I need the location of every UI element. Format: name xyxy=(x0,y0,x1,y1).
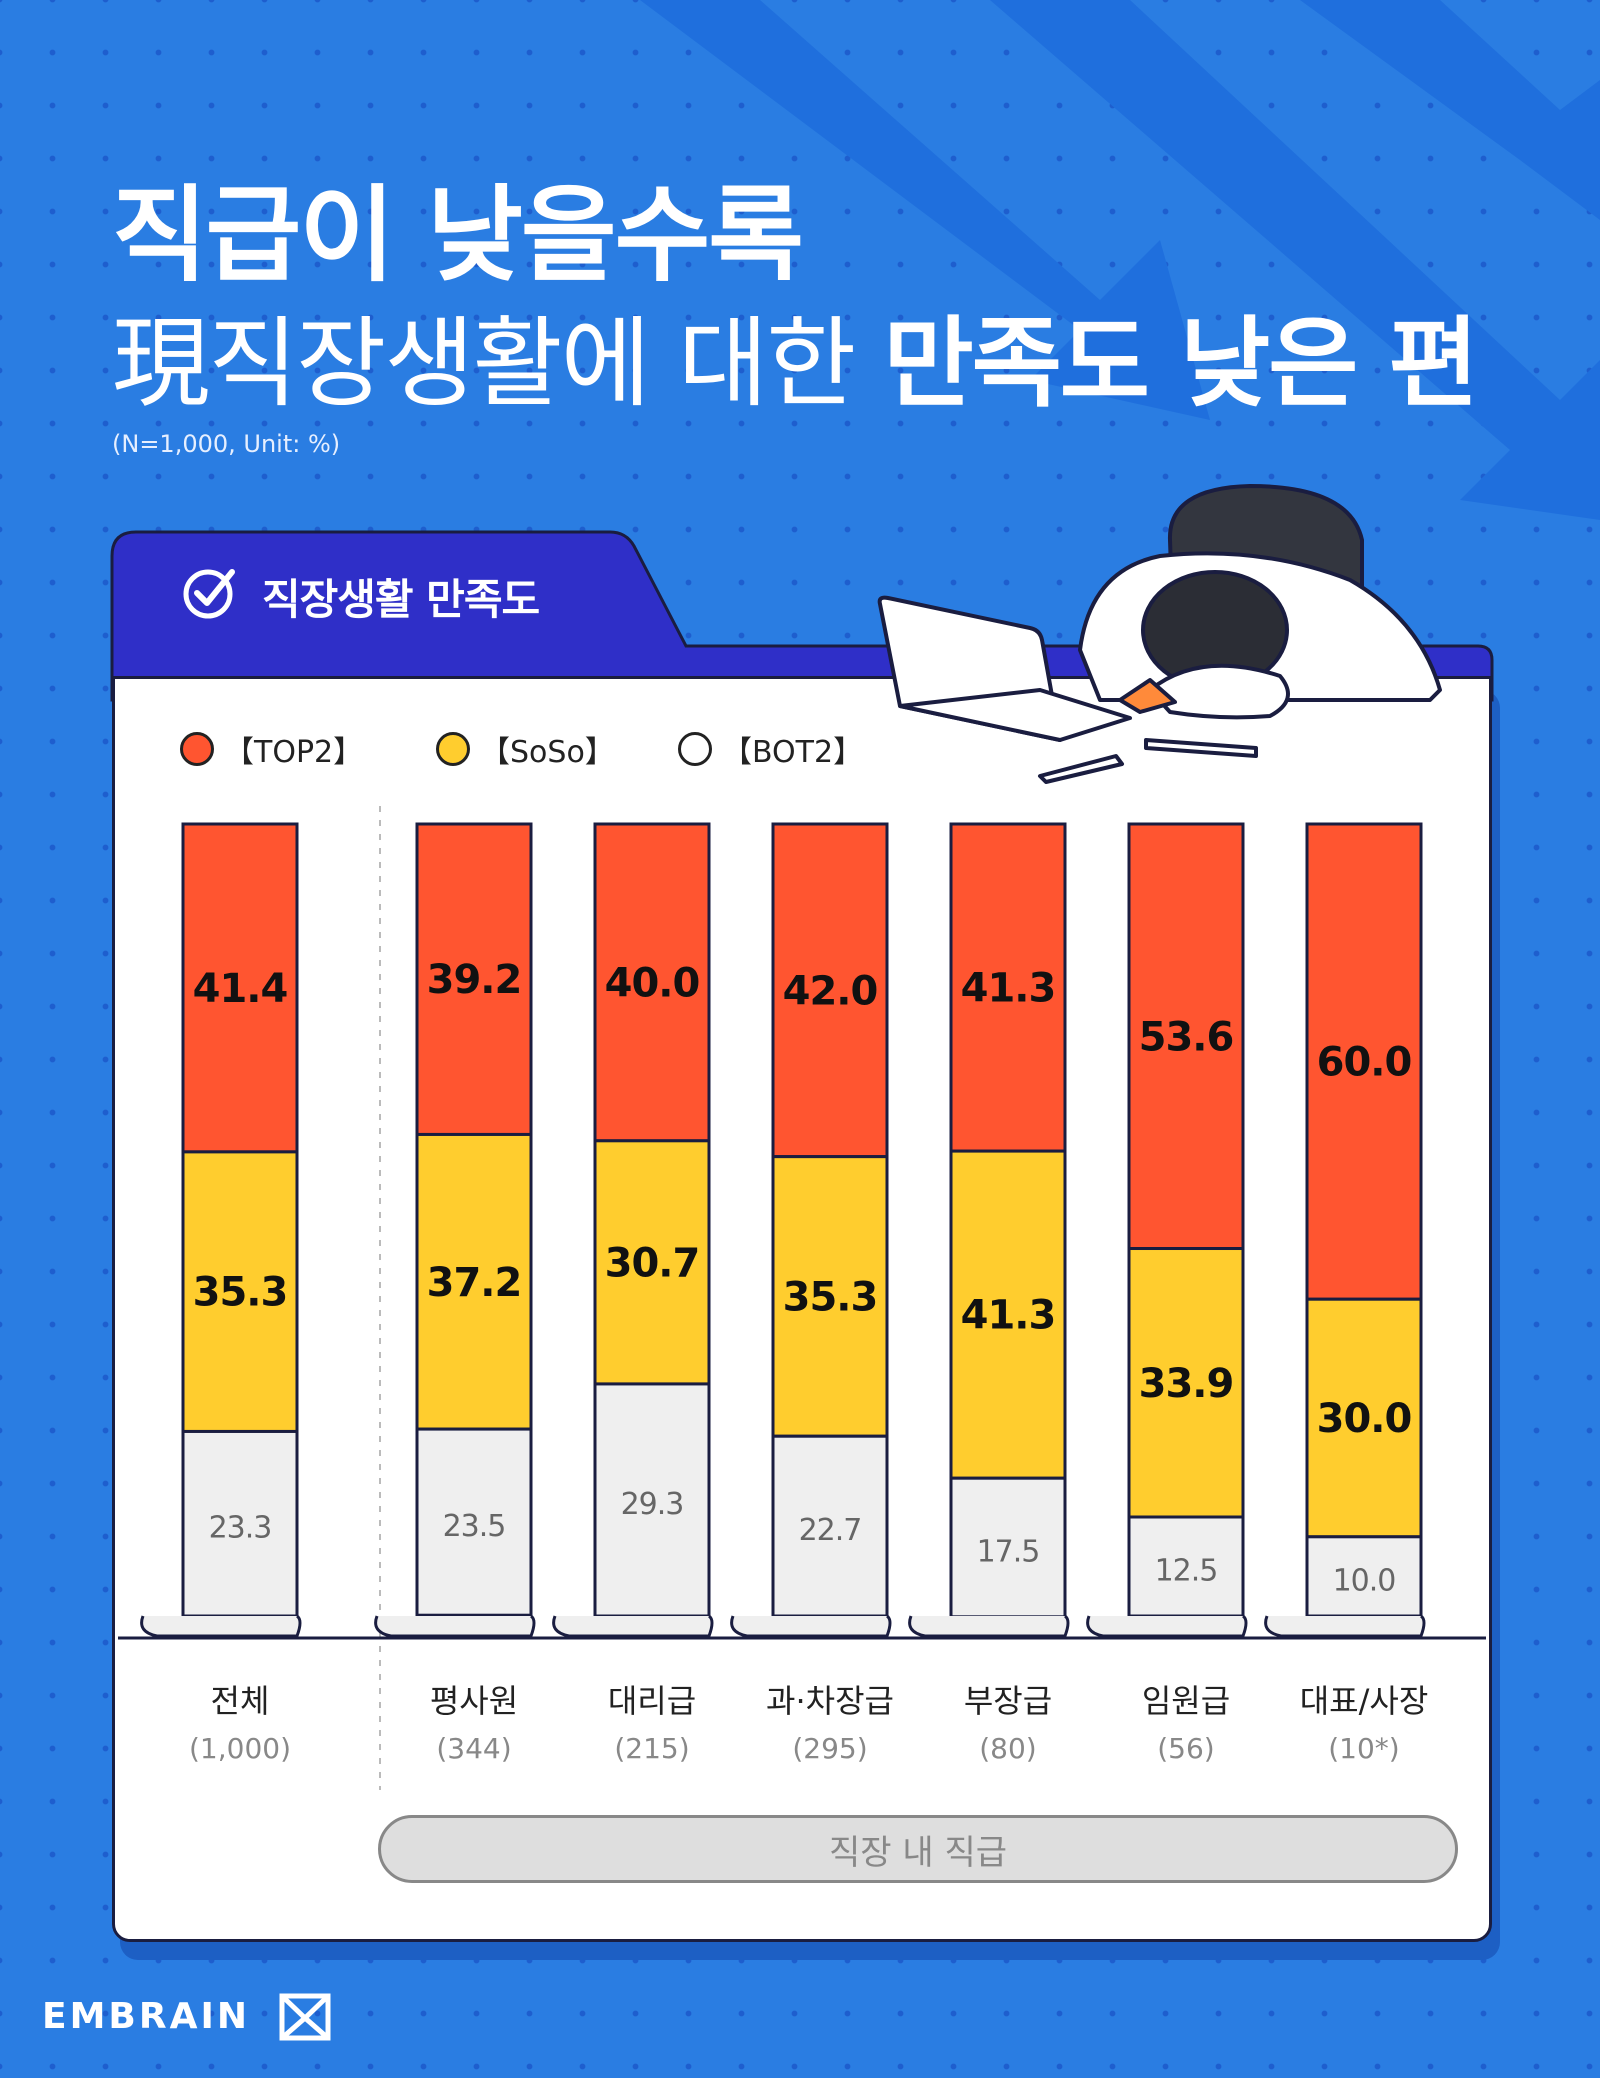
category-count: (80) xyxy=(979,1732,1036,1765)
bar-segment-top2 xyxy=(1305,822,1423,1301)
check-circle-icon xyxy=(183,569,235,619)
paper-curl xyxy=(552,1614,714,1638)
paper-curl xyxy=(1086,1614,1248,1638)
paper-curl xyxy=(1264,1614,1426,1638)
sample-note: (N=1,000, Unit: %) xyxy=(112,430,341,458)
bar-segment-soso xyxy=(593,1139,711,1386)
category-count: (295) xyxy=(792,1732,867,1765)
legend-top2-label: 【TOP2】 xyxy=(224,735,364,770)
page-title-line2: 現직장생활에 대한 만족도 낮은 편 xyxy=(112,284,1479,426)
bar-segment-soso xyxy=(415,1132,533,1431)
data-label-soso: 30.0 xyxy=(1317,1396,1412,1442)
category-label: 평사원 xyxy=(430,1682,518,1720)
data-label-top2: 53.6 xyxy=(1139,1014,1234,1060)
paper-curl xyxy=(908,1614,1070,1638)
bar-segment-bot2 xyxy=(593,1382,711,1618)
bar-segment-bot2 xyxy=(949,1476,1067,1619)
legend-soso-swatch xyxy=(436,732,470,766)
paper-curl xyxy=(140,1614,302,1638)
category-count: (215) xyxy=(614,1732,689,1765)
category-label: 과·차장급 xyxy=(766,1682,894,1720)
category-label: 부장급 xyxy=(964,1682,1052,1720)
category-count: (1,000) xyxy=(189,1732,291,1765)
bar-segment-bot2 xyxy=(771,1434,889,1618)
paper-curl xyxy=(374,1614,536,1638)
sleeping-worker-illustration xyxy=(877,484,1442,784)
embrain-logo-icon xyxy=(279,1993,331,2041)
bar-segment-top2 xyxy=(1127,822,1245,1251)
legend-soso-label: 【SoSo】 xyxy=(480,735,615,770)
page-title-line1: 직급이 낮을수록 xyxy=(112,174,804,296)
legend-bot2-label: 【BOT2】 xyxy=(722,735,864,770)
category-count: (10*) xyxy=(1328,1732,1399,1765)
category-label: 대표/사장 xyxy=(1300,1682,1429,1720)
category-label: 전체 xyxy=(211,1682,270,1720)
data-label-soso: 33.9 xyxy=(1139,1361,1234,1407)
arrow-shape-2 xyxy=(990,0,1600,520)
pen-2 xyxy=(1144,738,1258,758)
bar-segment-bot2 xyxy=(415,1427,533,1617)
background-arrows xyxy=(640,0,1600,520)
worker-arm xyxy=(1148,663,1290,720)
laptop-base xyxy=(898,688,1132,742)
data-label-top2: 42.0 xyxy=(783,968,878,1014)
arrow-shape-1 xyxy=(640,0,1210,420)
category-count: (344) xyxy=(436,1732,511,1765)
bar-segment-top2 xyxy=(949,822,1067,1153)
category-count: (56) xyxy=(1157,1732,1214,1765)
legend-top2-swatch xyxy=(180,732,214,766)
data-label-bot2: 12.5 xyxy=(1155,1554,1218,1589)
category-label: 임원급 xyxy=(1142,1682,1230,1720)
rank-group-label: 직장 내 직급 xyxy=(378,1815,1458,1883)
bar-segment-top2 xyxy=(181,822,299,1154)
panel-tab-label: 직장생활 만족도 xyxy=(262,575,540,624)
legend-bot2: 【BOT2】 xyxy=(678,727,863,771)
legend-bot2-swatch xyxy=(678,732,712,766)
data-label-soso: 37.2 xyxy=(427,1260,522,1306)
title-line2-regular: 現직장생활에 대한 xyxy=(112,307,884,421)
bar-segment-soso xyxy=(1305,1297,1423,1539)
paper-curl xyxy=(730,1614,892,1638)
bar-segment-soso xyxy=(1127,1247,1245,1519)
bar-segment-bot2 xyxy=(181,1429,299,1618)
bar-segment-soso xyxy=(771,1155,889,1438)
bar-segment-soso xyxy=(181,1150,299,1433)
data-label-top2: 41.4 xyxy=(193,966,288,1012)
data-label-top2: 41.3 xyxy=(961,966,1056,1012)
data-label-soso: 30.7 xyxy=(605,1240,700,1286)
bar-segment-bot2 xyxy=(1127,1515,1245,1618)
bar-segment-top2 xyxy=(593,822,711,1143)
data-label-bot2: 29.3 xyxy=(621,1487,684,1522)
data-label-soso: 35.3 xyxy=(783,1274,878,1320)
arrow-shape-3 xyxy=(1300,0,1600,220)
data-label-bot2: 23.5 xyxy=(443,1509,506,1544)
data-label-soso: 35.3 xyxy=(193,1270,288,1316)
brand-wordmark: EMBRAIN xyxy=(42,1996,250,2037)
data-label-top2: 40.0 xyxy=(605,960,700,1006)
category-label: 대리급 xyxy=(608,1682,696,1720)
pen-1 xyxy=(1038,754,1124,784)
data-label-bot2: 17.5 xyxy=(977,1534,1040,1569)
data-label-bot2: 10.0 xyxy=(1333,1563,1396,1598)
data-label-top2: 60.0 xyxy=(1317,1040,1412,1086)
worker-hand xyxy=(1118,678,1177,714)
bar-segment-bot2 xyxy=(1305,1535,1423,1618)
legend-top2: 【TOP2】 xyxy=(180,727,363,771)
data-label-bot2: 23.3 xyxy=(209,1511,272,1546)
title-line2-bold: 만족도 낮은 편 xyxy=(883,307,1478,421)
legend-soso: 【SoSo】 xyxy=(436,727,615,771)
data-label-top2: 39.2 xyxy=(427,957,522,1003)
data-label-soso: 41.3 xyxy=(961,1293,1056,1339)
bar-segment-top2 xyxy=(415,822,533,1136)
data-label-bot2: 22.7 xyxy=(799,1513,862,1548)
